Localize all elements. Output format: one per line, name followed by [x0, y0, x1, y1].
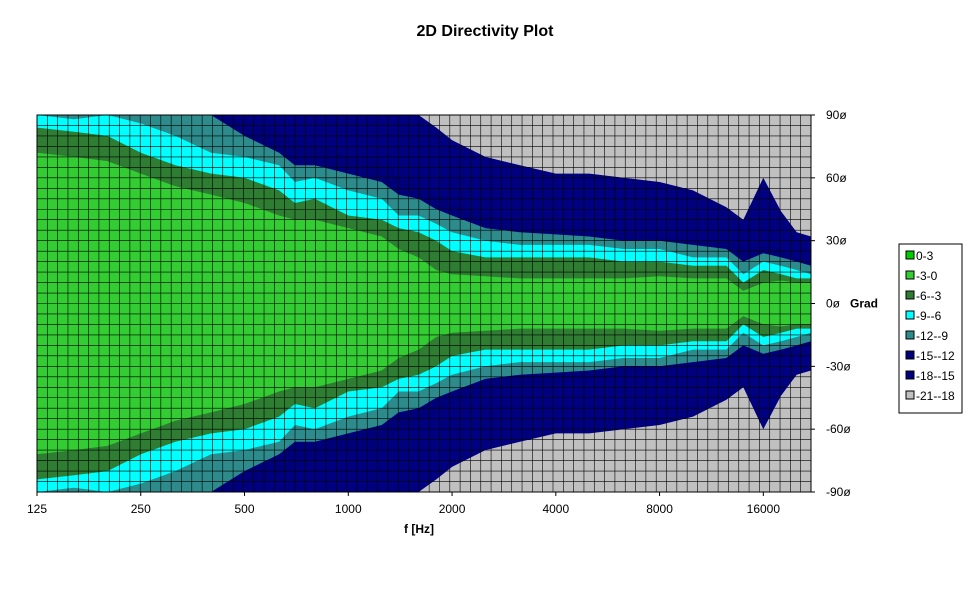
- y-tick-label: -90ø: [826, 485, 851, 499]
- legend-label: -15--12: [916, 349, 955, 363]
- legend-swatch: [905, 310, 915, 320]
- legend-label: -21--18: [916, 389, 955, 403]
- legend-label: -6--3: [916, 289, 942, 303]
- x-tick-label: 4000: [542, 502, 569, 516]
- x-tick-label: 2000: [439, 502, 466, 516]
- x-tick-label: 250: [131, 502, 151, 516]
- legend-label: -3-0: [916, 269, 938, 283]
- legend-swatch: [905, 350, 915, 360]
- y-tick-label: -30ø: [826, 359, 851, 373]
- legend-label: -12--9: [916, 329, 948, 343]
- legend-swatch: [905, 290, 915, 300]
- x-tick-label: 500: [235, 502, 255, 516]
- y-tick-label: 30ø: [826, 234, 847, 248]
- legend-label: -9--6: [916, 309, 942, 323]
- grid: [36, 114, 812, 493]
- x-tick-label: 8000: [646, 502, 673, 516]
- legend: 0-3 -3-0 -6--3 -9--6 -12--9 -15--12 -18--15 -21…: [898, 243, 963, 414]
- legend-swatch: [905, 330, 915, 340]
- y-tick-label: 60ø: [826, 171, 847, 185]
- legend-swatch: [905, 250, 915, 260]
- legend-label: -18--15: [916, 369, 955, 383]
- y-tick-label: 0ø: [826, 297, 841, 311]
- y-axis-label: Grad: [850, 297, 878, 311]
- x-axis-ticks: 125 250 500 1000 2000 4000 8000 16000: [27, 492, 780, 516]
- x-tick-label: 16000: [747, 502, 781, 516]
- x-tick-label: 125: [27, 502, 47, 516]
- chart-title: 2D Directivity Plot: [417, 23, 555, 40]
- x-axis-label: f [Hz]: [404, 522, 434, 536]
- y-axis-ticks: 90ø 60ø 30ø 0ø -30ø -60ø -90ø Grad: [811, 108, 878, 499]
- legend-swatch: [905, 390, 915, 400]
- plot-area: [36, 114, 812, 493]
- legend-swatch: [905, 370, 915, 380]
- x-tick-label: 1000: [335, 502, 362, 516]
- legend-label: 0-3: [916, 249, 934, 263]
- y-tick-label: -60ø: [826, 422, 851, 436]
- legend-swatch: [905, 270, 915, 280]
- y-tick-label: 90ø: [826, 108, 847, 122]
